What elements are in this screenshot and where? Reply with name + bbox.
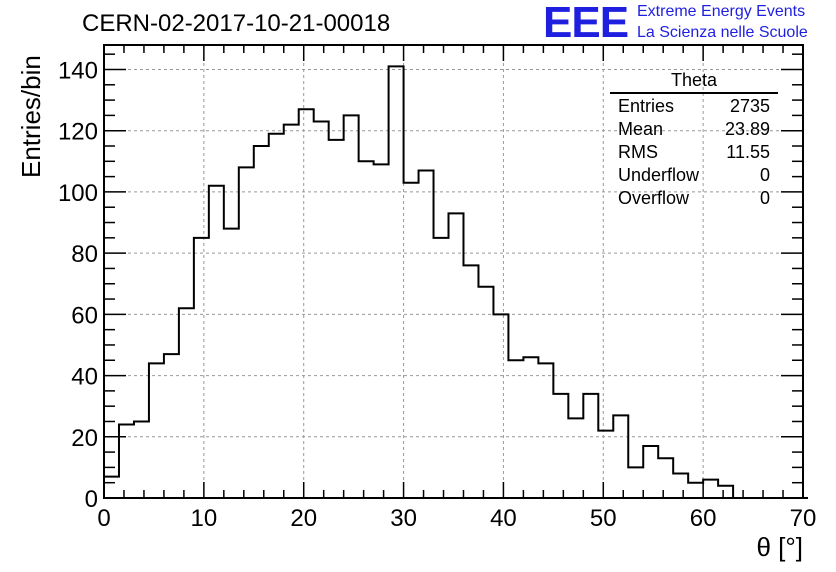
histogram-bin [434,238,449,498]
stats-row-entries: Entries 2735 [610,96,778,119]
histogram-outline [104,65,808,499]
histogram-bin [568,418,583,498]
stats-row-overflow: Overflow 0 [610,188,778,211]
histogram-bin [598,431,613,498]
tick-labels: 0 10 20 30 40 50 60 70 0 20 40 60 80 100 120 140 [58,57,816,532]
y-tick-label: 100 [58,180,98,207]
histogram-bin [269,134,284,498]
chart-title: CERN-02-2017-10-21-00018 [82,10,391,37]
stats-label: Mean [618,119,664,139]
stats-label: Overflow [618,188,690,208]
stats-value: 11.55 [726,142,770,162]
stats-row-underflow: Underflow 0 [610,165,778,188]
histogram-bin [284,125,299,498]
histogram-bin [104,477,119,498]
grid-lines [104,45,803,498]
histogram-bin [688,483,703,498]
histogram-bin [254,146,269,498]
histogram-bin [493,314,508,498]
histogram-bin [209,186,224,498]
x-tick-label: 30 [390,505,417,532]
histogram-bin [164,354,179,498]
histogram-bin [374,164,389,498]
stats-label: Underflow [618,165,700,185]
histogram-bin [613,415,628,498]
histogram-bin [523,357,538,498]
histogram-bin [718,486,733,498]
stats-title: Theta [610,70,778,94]
histogram-bin [419,170,434,498]
stats-label: RMS [618,142,658,162]
x-tick-label: 0 [97,505,110,532]
x-tick-label: 60 [690,505,717,532]
x-tick-label: 20 [290,505,317,532]
histogram-bin [134,421,149,498]
histogram-bin [703,480,718,498]
plot-frame [103,44,804,499]
y-tick-label: 140 [58,57,98,84]
histogram-bin [329,140,344,498]
y-tick-label: 120 [58,119,98,146]
histogram-bin [673,474,688,498]
stats-value: 0 [759,188,770,208]
histogram-bin [389,66,404,498]
stats-row-rms: RMS 11.55 [610,142,778,165]
y-tick-label: 0 [85,486,98,513]
histogram-bin [149,363,164,498]
histogram-bin [359,161,374,498]
y-tick-label: 80 [71,241,98,268]
histogram-bin [478,287,493,498]
y-tick-label: 60 [71,302,98,329]
histogram-bin [224,229,239,498]
histogram-bin [628,467,643,498]
x-tick-label: 70 [790,505,817,532]
y-axis-label: Entries/bin [16,55,46,178]
histogram-bin [239,167,254,498]
histogram-bin [194,238,209,498]
histogram-bin [299,109,314,498]
histogram-bin [344,115,359,498]
histogram-bin [314,122,329,498]
x-axis-label: θ [°] [756,532,803,562]
y-tick-label: 40 [71,364,98,391]
stats-value: 2735 [729,96,770,116]
histogram-bin [508,360,523,498]
histogram-bin [404,183,419,498]
histogram-bin [463,265,478,498]
eee-logo: EEE [543,0,629,47]
histogram-bin [658,458,673,498]
histogram-bin [583,394,598,498]
logo-text-line1: Extreme Energy Events [637,3,806,20]
x-tick-label: 50 [590,505,617,532]
histogram-bin [553,394,568,498]
x-tick-label: 40 [490,505,517,532]
histogram-bin [538,363,553,498]
histogram-bin [449,213,464,498]
histogram-bin [643,446,658,498]
stats-row-mean: Mean 23.89 [610,119,778,142]
stats-label: Entries [618,96,675,116]
histogram-bin [119,425,134,498]
stats-value: 0 [759,165,770,185]
histogram-bin [179,308,194,498]
logo-text-line2: La Scienza nelle Scuole [637,24,808,41]
y-tick-label: 20 [71,425,98,452]
x-tick-label: 10 [191,505,218,532]
stats-value: 23.89 [724,119,770,139]
stats-box: Theta Entries 2735 Mean 23.89 RMS 11.55 Und… [610,70,778,211]
